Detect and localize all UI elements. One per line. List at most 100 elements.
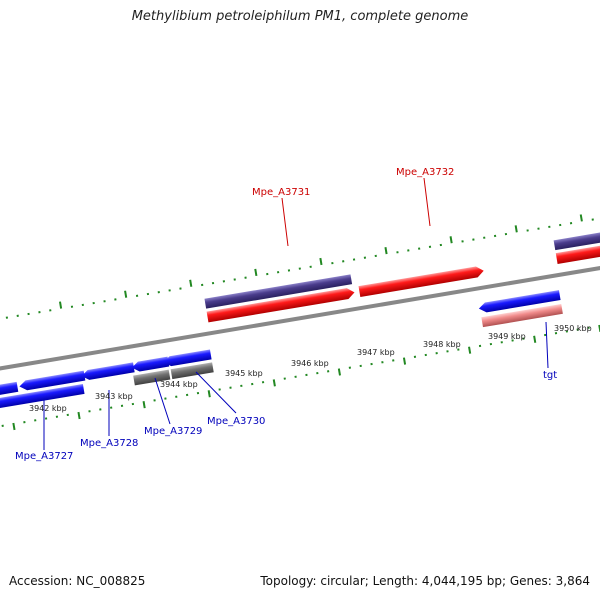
minor-tick (554, 332, 558, 335)
minor-tick (298, 267, 301, 270)
major-tick (189, 279, 193, 287)
gene-mpe-a3729[interactable] (131, 356, 170, 373)
scale-label-3942: 3942 kbp (29, 404, 67, 413)
minor-tick (251, 382, 254, 386)
minor-tick (309, 265, 312, 268)
minor-tick (359, 364, 362, 368)
gene-mpe-a3732[interactable] (358, 265, 485, 298)
minor-tick (407, 249, 410, 252)
minor-tick (175, 395, 178, 398)
gene-label-mpe-a3731[interactable]: Mpe_A3731 (252, 187, 310, 198)
minor-tick (168, 289, 171, 292)
minor-tick (211, 281, 215, 285)
gene-right-forward[interactable] (555, 239, 600, 264)
minor-tick (81, 303, 84, 307)
minor-tick (565, 330, 568, 333)
major-tick (449, 236, 453, 244)
minor-tick (472, 238, 475, 241)
minor-tick (424, 353, 427, 357)
minor-tick (34, 419, 37, 422)
major-tick (533, 335, 537, 343)
minor-tick (120, 404, 124, 407)
minor-tick (363, 256, 367, 259)
minor-tick (55, 415, 59, 418)
minor-tick (348, 366, 352, 369)
minor-tick (511, 339, 514, 342)
gene-mpe-a3731[interactable] (206, 287, 356, 323)
minor-tick (157, 291, 160, 294)
minor-tick (229, 386, 232, 389)
minor-tick (185, 393, 189, 397)
minor-tick (483, 236, 486, 239)
minor-tick (146, 292, 150, 296)
minor-tick (591, 218, 594, 221)
minor-tick (413, 355, 417, 358)
minor-tick (44, 417, 48, 420)
gene-label-mpe-a3727[interactable]: Mpe_A3727 (15, 451, 73, 462)
minor-tick (5, 316, 9, 319)
scale-label-3943: 3943 kbp (95, 392, 133, 401)
gene-label-mpe-a3730[interactable]: Mpe_A3730 (207, 416, 265, 427)
minor-tick (218, 388, 221, 391)
minor-tick (27, 312, 30, 316)
gene-label-mpe-a3728[interactable]: Mpe_A3728 (80, 438, 138, 449)
minor-tick (164, 397, 167, 400)
major-tick (254, 268, 258, 277)
minor-tick (179, 287, 182, 290)
major-tick (77, 411, 81, 420)
scale-label-3950: 3950 kbp (554, 324, 592, 333)
minor-tick (283, 377, 286, 380)
major-tick (207, 390, 211, 398)
scale-label-3949: 3949 kbp (488, 332, 526, 341)
major-tick (58, 301, 63, 309)
major-tick (142, 401, 146, 409)
gene-mpe-a3728[interactable] (81, 362, 135, 381)
minor-tick (70, 305, 74, 308)
genome-title: Methylibium petroleiphilum PM1, complete… (131, 9, 469, 24)
gene-labels[interactable]: Mpe_A3727 Mpe_A3728 Mpe_A3729 Mpe_A3730 … (15, 167, 557, 462)
minor-tick (352, 258, 356, 261)
minor-tick (461, 240, 464, 243)
gene-left-reverse[interactable] (0, 381, 19, 400)
gene-label-mpe-a3732[interactable]: Mpe_A3732 (396, 167, 454, 178)
minor-tick (66, 413, 69, 417)
minor-tick (276, 271, 280, 274)
minor-tick (131, 402, 135, 406)
minor-tick (103, 300, 106, 303)
major-tick (468, 346, 472, 354)
scale-label-3948: 3948 kbp (423, 340, 461, 349)
minor-tick (240, 384, 243, 388)
major-tick (319, 257, 323, 266)
gene-tgt[interactable] (478, 290, 561, 313)
minor-tick (92, 301, 95, 305)
minor-tick (196, 391, 200, 395)
minor-tick (543, 333, 547, 337)
scale-labels: 3942 kbp 3943 kbp 3944 kbp 3945 kbp 3946… (29, 324, 592, 413)
minor-tick (38, 311, 41, 314)
pseudo-gene-b[interactable] (170, 362, 214, 380)
gene-mpe-a3730[interactable] (163, 349, 212, 368)
major-tick (402, 357, 407, 365)
gene-mpe-a3727[interactable] (19, 370, 86, 392)
pseudo-gene-a[interactable] (133, 369, 171, 386)
minor-tick (135, 294, 139, 297)
gene-label-tgt[interactable]: tgt (543, 370, 557, 381)
gene-label-mpe-a3729[interactable]: Mpe_A3729 (144, 426, 202, 437)
minor-tick (493, 234, 497, 238)
purple-bar-upper-left[interactable] (204, 274, 353, 309)
minor-tick (439, 243, 443, 247)
minor-tick (331, 262, 334, 265)
scale-label-3945: 3945 kbp (225, 369, 263, 378)
minor-tick (569, 222, 573, 225)
minor-tick (396, 251, 399, 254)
scale-label-3944: 3944 kbp (160, 380, 198, 389)
major-tick (579, 214, 583, 222)
minor-tick (435, 352, 438, 355)
major-tick (124, 290, 128, 298)
minor-tick (522, 337, 525, 340)
major-tick (514, 225, 518, 233)
rna-gene-pink[interactable] (481, 303, 563, 328)
blue-bar-lower-left[interactable] (0, 383, 85, 413)
purple-bar-upper-right[interactable] (553, 230, 600, 251)
